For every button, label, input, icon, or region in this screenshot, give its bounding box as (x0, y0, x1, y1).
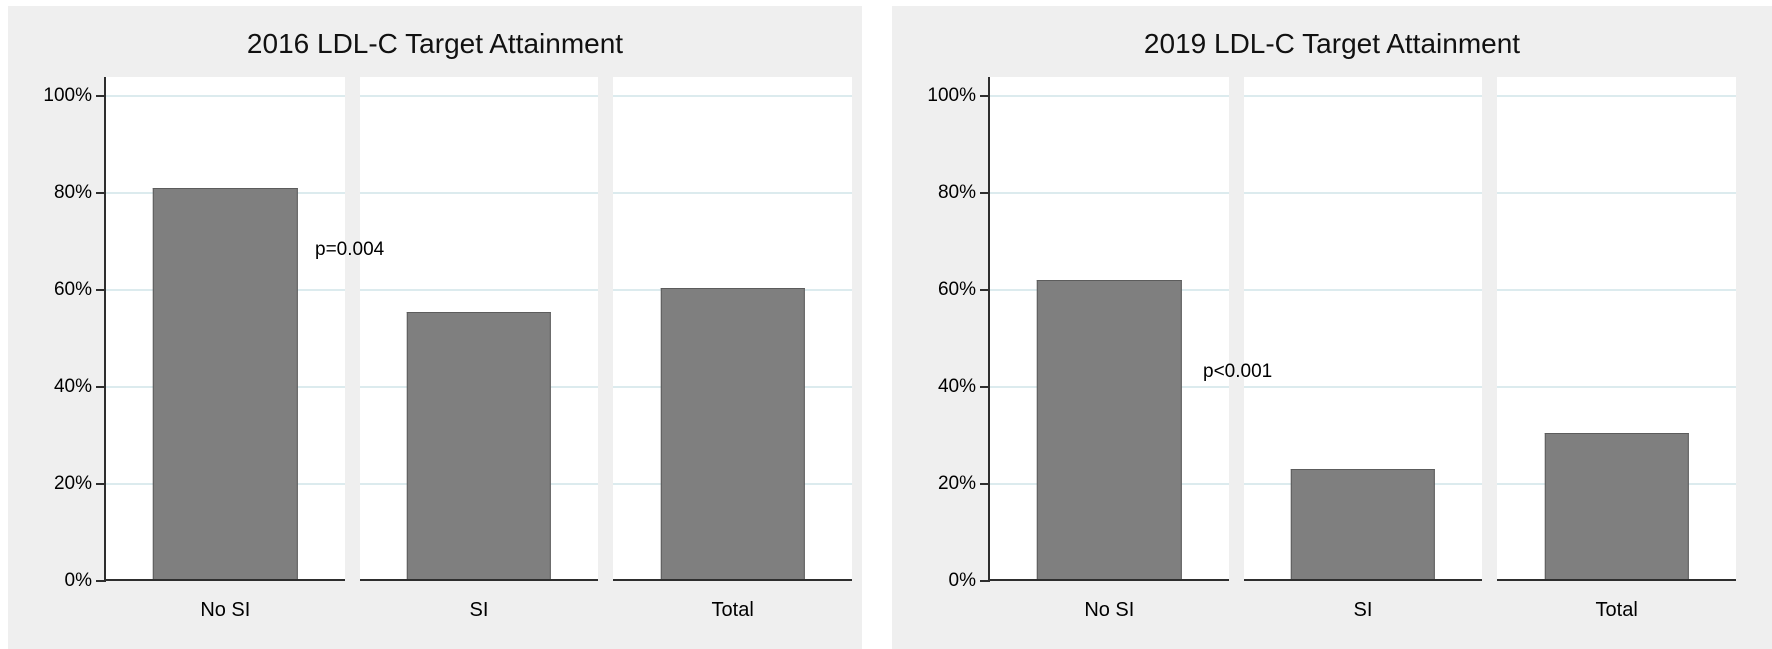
x-axis-labels-2016: No SI SI Total (106, 599, 852, 622)
p-value-annotation-2019: p<0.001 (1203, 361, 1273, 382)
y-tick-label-100: 100% (927, 85, 976, 106)
gridline-60 (1243, 289, 1483, 291)
gridline-60 (1497, 289, 1737, 291)
gridline-80 (1243, 192, 1483, 194)
x-axis-line (1497, 579, 1737, 581)
panel-si (359, 77, 599, 581)
gridline-80 (359, 192, 599, 194)
y-tick-0 (980, 580, 988, 582)
y-tick-label-40: 40% (937, 376, 976, 397)
x-axis-line (359, 579, 599, 581)
y-tick-60 (96, 289, 104, 291)
y-tick-20 (96, 483, 104, 485)
y-tick-label-0: 0% (948, 570, 976, 591)
panel-si (1243, 77, 1483, 581)
x-axis-labels-2019: No SI SI Total (990, 599, 1736, 622)
x-axis-line (1243, 579, 1483, 581)
panel-scale-area (359, 95, 599, 581)
y-tick-40 (96, 386, 104, 388)
panel-scale-area (990, 95, 1229, 581)
gridline-100 (1243, 95, 1483, 97)
bar-total (1544, 433, 1689, 581)
x-tick-label-no-si: No SI (200, 599, 251, 621)
y-tick-label-20: 20% (53, 473, 92, 494)
x-axis-line (613, 579, 853, 581)
x-tick-label-total: Total (1595, 599, 1638, 621)
chart-title-2016: 2016 LDL-C Target Attainment (246, 28, 624, 59)
y-tick-label-60: 60% (937, 279, 976, 300)
gridline-40 (1497, 386, 1737, 388)
y-tick-label-80: 80% (937, 182, 976, 203)
panel-no-si (106, 77, 345, 581)
y-tick-100 (96, 95, 104, 97)
p-value-annotation-2016: p=0.004 (315, 239, 385, 260)
bar-total (660, 287, 805, 581)
y-tick-label-0: 0% (64, 570, 92, 591)
bar-si (1290, 469, 1436, 581)
gridline-100 (1497, 95, 1737, 97)
y-tick-label-60: 60% (53, 279, 92, 300)
y-tick-60 (980, 289, 988, 291)
y-axis-line (104, 77, 106, 582)
x-tick-label-si: SI (469, 599, 489, 621)
gridline-100 (613, 95, 853, 97)
panel-scale-area (1497, 95, 1737, 581)
plot-area-2016 (106, 77, 853, 581)
y-tick-label-20: 20% (937, 473, 976, 494)
x-tick-label-si: SI (1353, 599, 1373, 621)
y-tick-20 (980, 483, 988, 485)
y-tick-80 (980, 192, 988, 194)
plot-area-2019 (990, 77, 1737, 581)
x-axis-line (106, 579, 345, 581)
panel-scale-area (1243, 95, 1483, 581)
panel-scale-area (613, 95, 853, 581)
x-tick-label-no-si: No SI (1084, 599, 1135, 621)
y-axis-line (988, 77, 990, 582)
gridline-100 (106, 95, 345, 97)
gridline-40 (1243, 386, 1483, 388)
bar-si (406, 311, 552, 581)
panel-total (613, 77, 853, 581)
x-tick-label-total: Total (711, 599, 754, 621)
gridline-80 (1497, 192, 1737, 194)
x-axis-line (990, 579, 1229, 581)
y-tick-40 (980, 386, 988, 388)
bar-no-si (153, 188, 298, 581)
bar-no-si (1037, 280, 1182, 581)
y-tick-100 (980, 95, 988, 97)
chart-figure-2019: 2019 LDL-C Target Attainment No SI SI Tota… (892, 6, 1772, 649)
chart-title-2019: 2019 LDL-C Target Attainment (1143, 28, 1521, 59)
y-tick-label-80: 80% (53, 182, 92, 203)
y-tick-label-100: 100% (43, 85, 92, 106)
gridline-60 (359, 289, 599, 291)
panel-no-si (990, 77, 1229, 581)
gridline-100 (990, 95, 1229, 97)
y-tick-80 (96, 192, 104, 194)
gridline-100 (359, 95, 599, 97)
chart-figure-2016: 2016 LDL-C Target Attainment No SI SI Tota… (8, 6, 862, 649)
panel-scale-area (106, 95, 345, 581)
y-tick-0 (96, 580, 104, 582)
y-tick-label-40: 40% (53, 376, 92, 397)
gridline-80 (990, 192, 1229, 194)
gridline-80 (613, 192, 853, 194)
panel-total (1497, 77, 1737, 581)
